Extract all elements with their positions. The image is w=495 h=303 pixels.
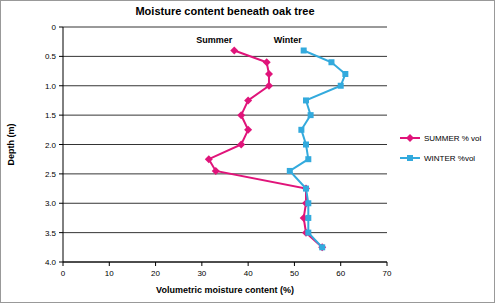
data-point (212, 167, 220, 175)
data-point (301, 48, 307, 54)
y-tick (59, 85, 63, 86)
plot-area (205, 47, 349, 252)
y-tick-label: 3.0 (45, 199, 57, 208)
legend-label: SUMMER % vol (424, 134, 482, 143)
data-point (305, 200, 311, 206)
x-tick-label: 70 (383, 269, 392, 278)
annotation: Summer (196, 35, 233, 45)
y-tick (59, 203, 63, 204)
data-point (244, 126, 252, 134)
x-tick (109, 262, 110, 266)
y-tick (59, 173, 63, 174)
data-point (205, 155, 213, 163)
grid-line (63, 115, 387, 116)
grid-line (63, 203, 387, 204)
grid-line (63, 232, 387, 233)
data-point (308, 112, 314, 118)
chart-title: Moisture content beneath oak tree (135, 5, 314, 17)
x-tick (340, 262, 341, 266)
y-tick (59, 56, 63, 57)
grid-line (63, 144, 387, 145)
y-tick (59, 27, 63, 28)
data-point (303, 186, 309, 192)
y-tick (59, 115, 63, 116)
y-tick-label: 2.0 (45, 141, 57, 150)
grid-line (63, 56, 387, 57)
data-point (302, 185, 310, 193)
x-tick-label: 20 (151, 269, 160, 278)
data-point (303, 142, 309, 148)
y-tick (59, 232, 63, 233)
x-axis-label: Volumetric moisture content (%) (156, 285, 294, 295)
grid-line (63, 262, 387, 263)
data-point (298, 127, 304, 133)
x-tick-label: 40 (244, 269, 253, 278)
y-tick-label: 0 (52, 23, 57, 32)
x-tick (201, 262, 202, 266)
data-point (305, 215, 311, 221)
chart: Moisture content beneath oak tree 0 0.5 1.0… (0, 0, 495, 303)
x-tick-label: 50 (290, 269, 299, 278)
x-tick-label: 60 (336, 269, 345, 278)
data-point (287, 168, 293, 174)
legend-label: WINTER %vol (424, 154, 475, 163)
y-tick-label: 4.0 (45, 258, 57, 267)
series-line (209, 51, 322, 248)
x-tick-label: 0 (61, 269, 66, 278)
data-point (342, 71, 348, 77)
data-point (237, 111, 245, 119)
x-axis (63, 262, 387, 263)
y-tick-label: 1.0 (45, 82, 57, 91)
x-tick-label: 30 (197, 269, 206, 278)
legend-marker (406, 134, 414, 142)
chart-frame (1, 1, 495, 303)
data-point (328, 59, 334, 65)
legend-marker (407, 155, 413, 161)
data-point (303, 97, 309, 103)
data-point (244, 96, 252, 104)
data-point (237, 141, 245, 149)
data-point (265, 82, 273, 90)
data-point (319, 244, 325, 250)
y-axis-label: Depth (m) (6, 124, 16, 166)
annotation: Winter (274, 35, 302, 45)
y-axis (63, 27, 64, 262)
x-tick-label: 10 (105, 269, 114, 278)
x-tick (155, 262, 156, 266)
x-tick (294, 262, 295, 266)
y-tick-label: 0.5 (45, 52, 57, 61)
y-tick-label: 3.5 (45, 229, 57, 238)
data-point (265, 70, 273, 78)
x-tick (63, 262, 64, 266)
legend: SUMMER % vol WINTER %vol (400, 134, 482, 163)
y-tick (59, 262, 63, 263)
data-point (305, 156, 311, 162)
y-tick-label: 1.5 (45, 111, 57, 120)
data-point (318, 243, 326, 251)
grid-line (63, 27, 387, 28)
y-tick-label: 2.5 (45, 170, 57, 179)
x-tick (248, 262, 249, 266)
data-point (338, 83, 344, 89)
data-point (263, 58, 271, 66)
series-line (290, 51, 346, 248)
y-tick (59, 144, 63, 145)
data-point (230, 47, 238, 55)
x-tick (387, 262, 388, 266)
data-point (305, 230, 311, 236)
